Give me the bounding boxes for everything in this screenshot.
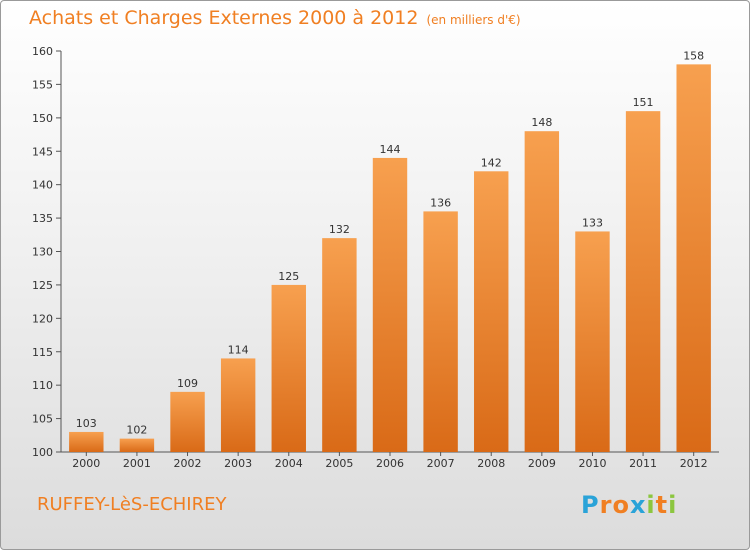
x-tick-label: 2006: [376, 457, 404, 470]
bar: [423, 211, 458, 452]
bar-value-label: 151: [633, 96, 654, 109]
chart-subtitle: (en milliers d'€): [426, 13, 521, 27]
bar: [372, 157, 408, 452]
x-tick-label: 2004: [275, 457, 303, 470]
proxiti-logo: Proxiti: [581, 491, 677, 519]
bar: [524, 131, 560, 452]
x-tick-label: 2007: [427, 457, 455, 470]
bar-value-label: 144: [380, 143, 401, 156]
bar-value-label: 142: [481, 156, 502, 169]
bar: [575, 231, 610, 452]
bar-value-label: 148: [531, 116, 552, 129]
y-tick-label: 110: [32, 379, 53, 392]
bar-value-label: 158: [683, 49, 704, 62]
y-tick-label: 150: [32, 112, 53, 125]
bar-value-label: 102: [126, 424, 147, 437]
logo-letter: o: [612, 491, 630, 519]
y-tick-label: 100: [32, 446, 53, 459]
bar-value-label: 103: [76, 417, 97, 430]
bar: [69, 431, 104, 452]
logo-letter: i: [668, 491, 678, 519]
y-tick-label: 160: [32, 45, 53, 58]
x-tick-label: 2012: [680, 457, 708, 470]
commune-name: RUFFEY-LèS-ECHIREY: [37, 494, 227, 515]
x-tick-label: 2005: [325, 457, 353, 470]
y-tick-label: 115: [32, 346, 53, 359]
bar: [676, 64, 711, 452]
x-tick-label: 2000: [72, 457, 100, 470]
x-tick-label: 2009: [528, 457, 556, 470]
bar-value-label: 133: [582, 216, 603, 229]
logo-letter: r: [599, 491, 613, 519]
logo-letter: P: [581, 491, 600, 519]
bar-value-label: 136: [430, 196, 451, 209]
bar-value-label: 125: [278, 270, 299, 283]
y-tick-label: 125: [32, 279, 53, 292]
y-tick-label: 155: [32, 78, 53, 91]
bar: [271, 284, 306, 452]
y-tick-label: 130: [32, 246, 53, 259]
bar: [119, 438, 155, 452]
y-tick-label: 105: [32, 413, 53, 426]
bar-value-label: 132: [329, 223, 350, 236]
x-tick-label: 2008: [477, 457, 505, 470]
bar-value-label: 109: [177, 377, 198, 390]
x-tick-label: 2003: [224, 457, 252, 470]
y-tick-label: 145: [32, 145, 53, 158]
logo-letter: i: [646, 491, 656, 519]
bar: [625, 111, 661, 453]
y-tick-label: 135: [32, 212, 53, 225]
logo-letter: t: [655, 491, 669, 519]
x-tick-label: 2002: [174, 457, 202, 470]
bar: [474, 171, 509, 453]
bar: [170, 391, 205, 452]
bar-value-label: 114: [228, 343, 249, 356]
y-tick-label: 120: [32, 312, 53, 325]
y-tick-label: 140: [32, 179, 53, 192]
chart-title: Achats et Charges Externes 2000 à 2012 (e…: [29, 7, 521, 29]
chart-title-text: Achats et Charges Externes 2000 à 2012: [29, 7, 419, 29]
bar: [220, 358, 256, 452]
logo-letter: x: [629, 491, 647, 519]
chart-labels: 103 102 109 114 125 132 144 136 142 148 133 151 158: [76, 49, 704, 436]
chart-bars: [69, 64, 711, 453]
bar: [322, 238, 357, 452]
x-tick-label: 2010: [578, 457, 606, 470]
x-tick-label: 2001: [123, 457, 151, 470]
x-tick-label: 2011: [629, 457, 657, 470]
